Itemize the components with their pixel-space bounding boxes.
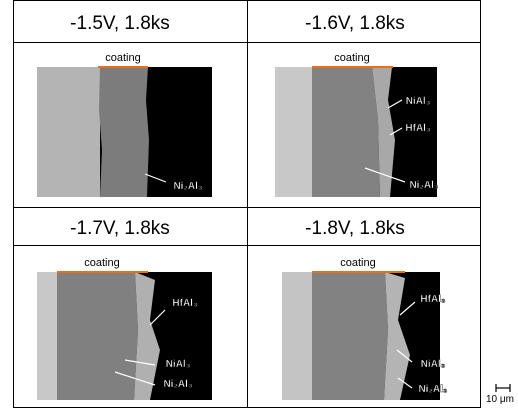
phase-label: HfAl₃	[420, 294, 446, 305]
phase-label: Ni₂Al₃	[163, 379, 192, 390]
coating-label: coating	[334, 52, 369, 64]
scale-bar	[496, 384, 510, 392]
phase-label: Ni₂Al₃	[409, 180, 438, 191]
panel-title: -1.7V, 1.8ks	[70, 218, 170, 239]
panel-title: -1.8V, 1.8ks	[305, 218, 405, 239]
phase-label: HfAl₃	[172, 298, 198, 309]
phase-label: NiAl₃	[166, 359, 191, 370]
phase-label: Ni₂Al₃	[418, 384, 447, 395]
phase-label: NiAl₃	[421, 359, 446, 370]
coating-label: coating	[340, 257, 375, 269]
figure: -1.5V, 1.8ks -1.6V, 1.8ks -1.7V, 1.8ks -…	[0, 0, 518, 408]
panel-title: -1.5V, 1.8ks	[70, 13, 170, 34]
coating-label: coating	[84, 257, 119, 269]
coating-label: coating	[105, 52, 140, 64]
phase-label: Ni₂Al₃	[173, 181, 202, 192]
phase-label: NiAl₃	[406, 96, 431, 107]
phase-label: HfAl₃	[405, 123, 431, 134]
sem-image	[282, 272, 440, 400]
sem-image	[37, 67, 212, 197]
panel-title: -1.6V, 1.8ks	[305, 13, 405, 34]
scale-bar-label: 10 μm	[486, 394, 514, 405]
